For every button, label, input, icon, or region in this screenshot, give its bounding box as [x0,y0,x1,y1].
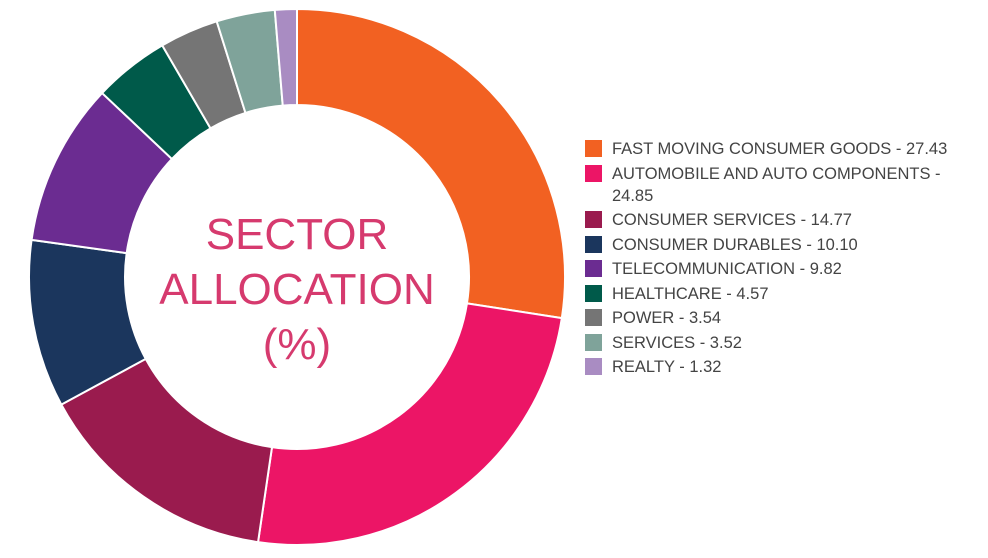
legend-item: AUTOMOBILE AND AUTO COMPONENTS - 24.85 [585,163,985,207]
legend-label: CONSUMER SERVICES - 14.77 [612,211,852,229]
legend-item: CONSUMER DURABLES - 10.10 [585,234,985,256]
legend-swatch [585,260,602,277]
legend-swatch [585,211,602,228]
legend-label: TELECOMMUNICATION - 9.82 [612,260,842,278]
legend-swatch [585,358,602,375]
chart-title: SECTOR ALLOCATION (%) [147,207,447,372]
legend-swatch [585,333,602,351]
legend-swatch [585,284,602,302]
legend-swatch [585,164,602,182]
legend-label: CONSUMER DURABLES - 10.10 [612,235,858,254]
chart-title-line: (%) [262,320,332,369]
legend-swatch [585,235,602,253]
legend-item: CONSUMER SERVICES - 14.77 [585,209,985,231]
legend: FAST MOVING CONSUMER GOODS - 27.43 AUTOMO… [585,138,985,381]
chart-title-line: ALLOCATION [159,265,435,314]
legend-item: POWER - 3.54 [585,307,985,329]
donut-chart [28,7,566,546]
legend-label: AUTOMOBILE AND AUTO COMPONENTS - 24.85 [612,164,941,205]
legend-label: REALTY - 1.32 [612,358,722,376]
slice-realty [273,7,298,107]
legend-item: FAST MOVING CONSUMER GOODS - 27.43 [585,138,985,160]
legend-item: REALTY - 1.32 [585,356,985,378]
legend-item: TELECOMMUNICATION - 9.82 [585,258,985,280]
chart-title-line: SECTOR [205,210,389,259]
slice-automobile-and-auto-components [256,302,563,546]
legend-swatch [585,309,602,326]
legend-item: HEALTHCARE - 4.57 [585,283,985,305]
legend-item: SERVICES - 3.52 [585,332,985,354]
slice-fast-moving-consumer-goods [296,7,566,320]
legend-label: SERVICES - 3.52 [612,333,742,352]
legend-label: HEALTHCARE - 4.57 [612,284,769,303]
legend-label: POWER - 3.54 [612,309,722,327]
legend-label: FAST MOVING CONSUMER GOODS - 27.43 [612,140,948,158]
legend-swatch [585,140,602,157]
